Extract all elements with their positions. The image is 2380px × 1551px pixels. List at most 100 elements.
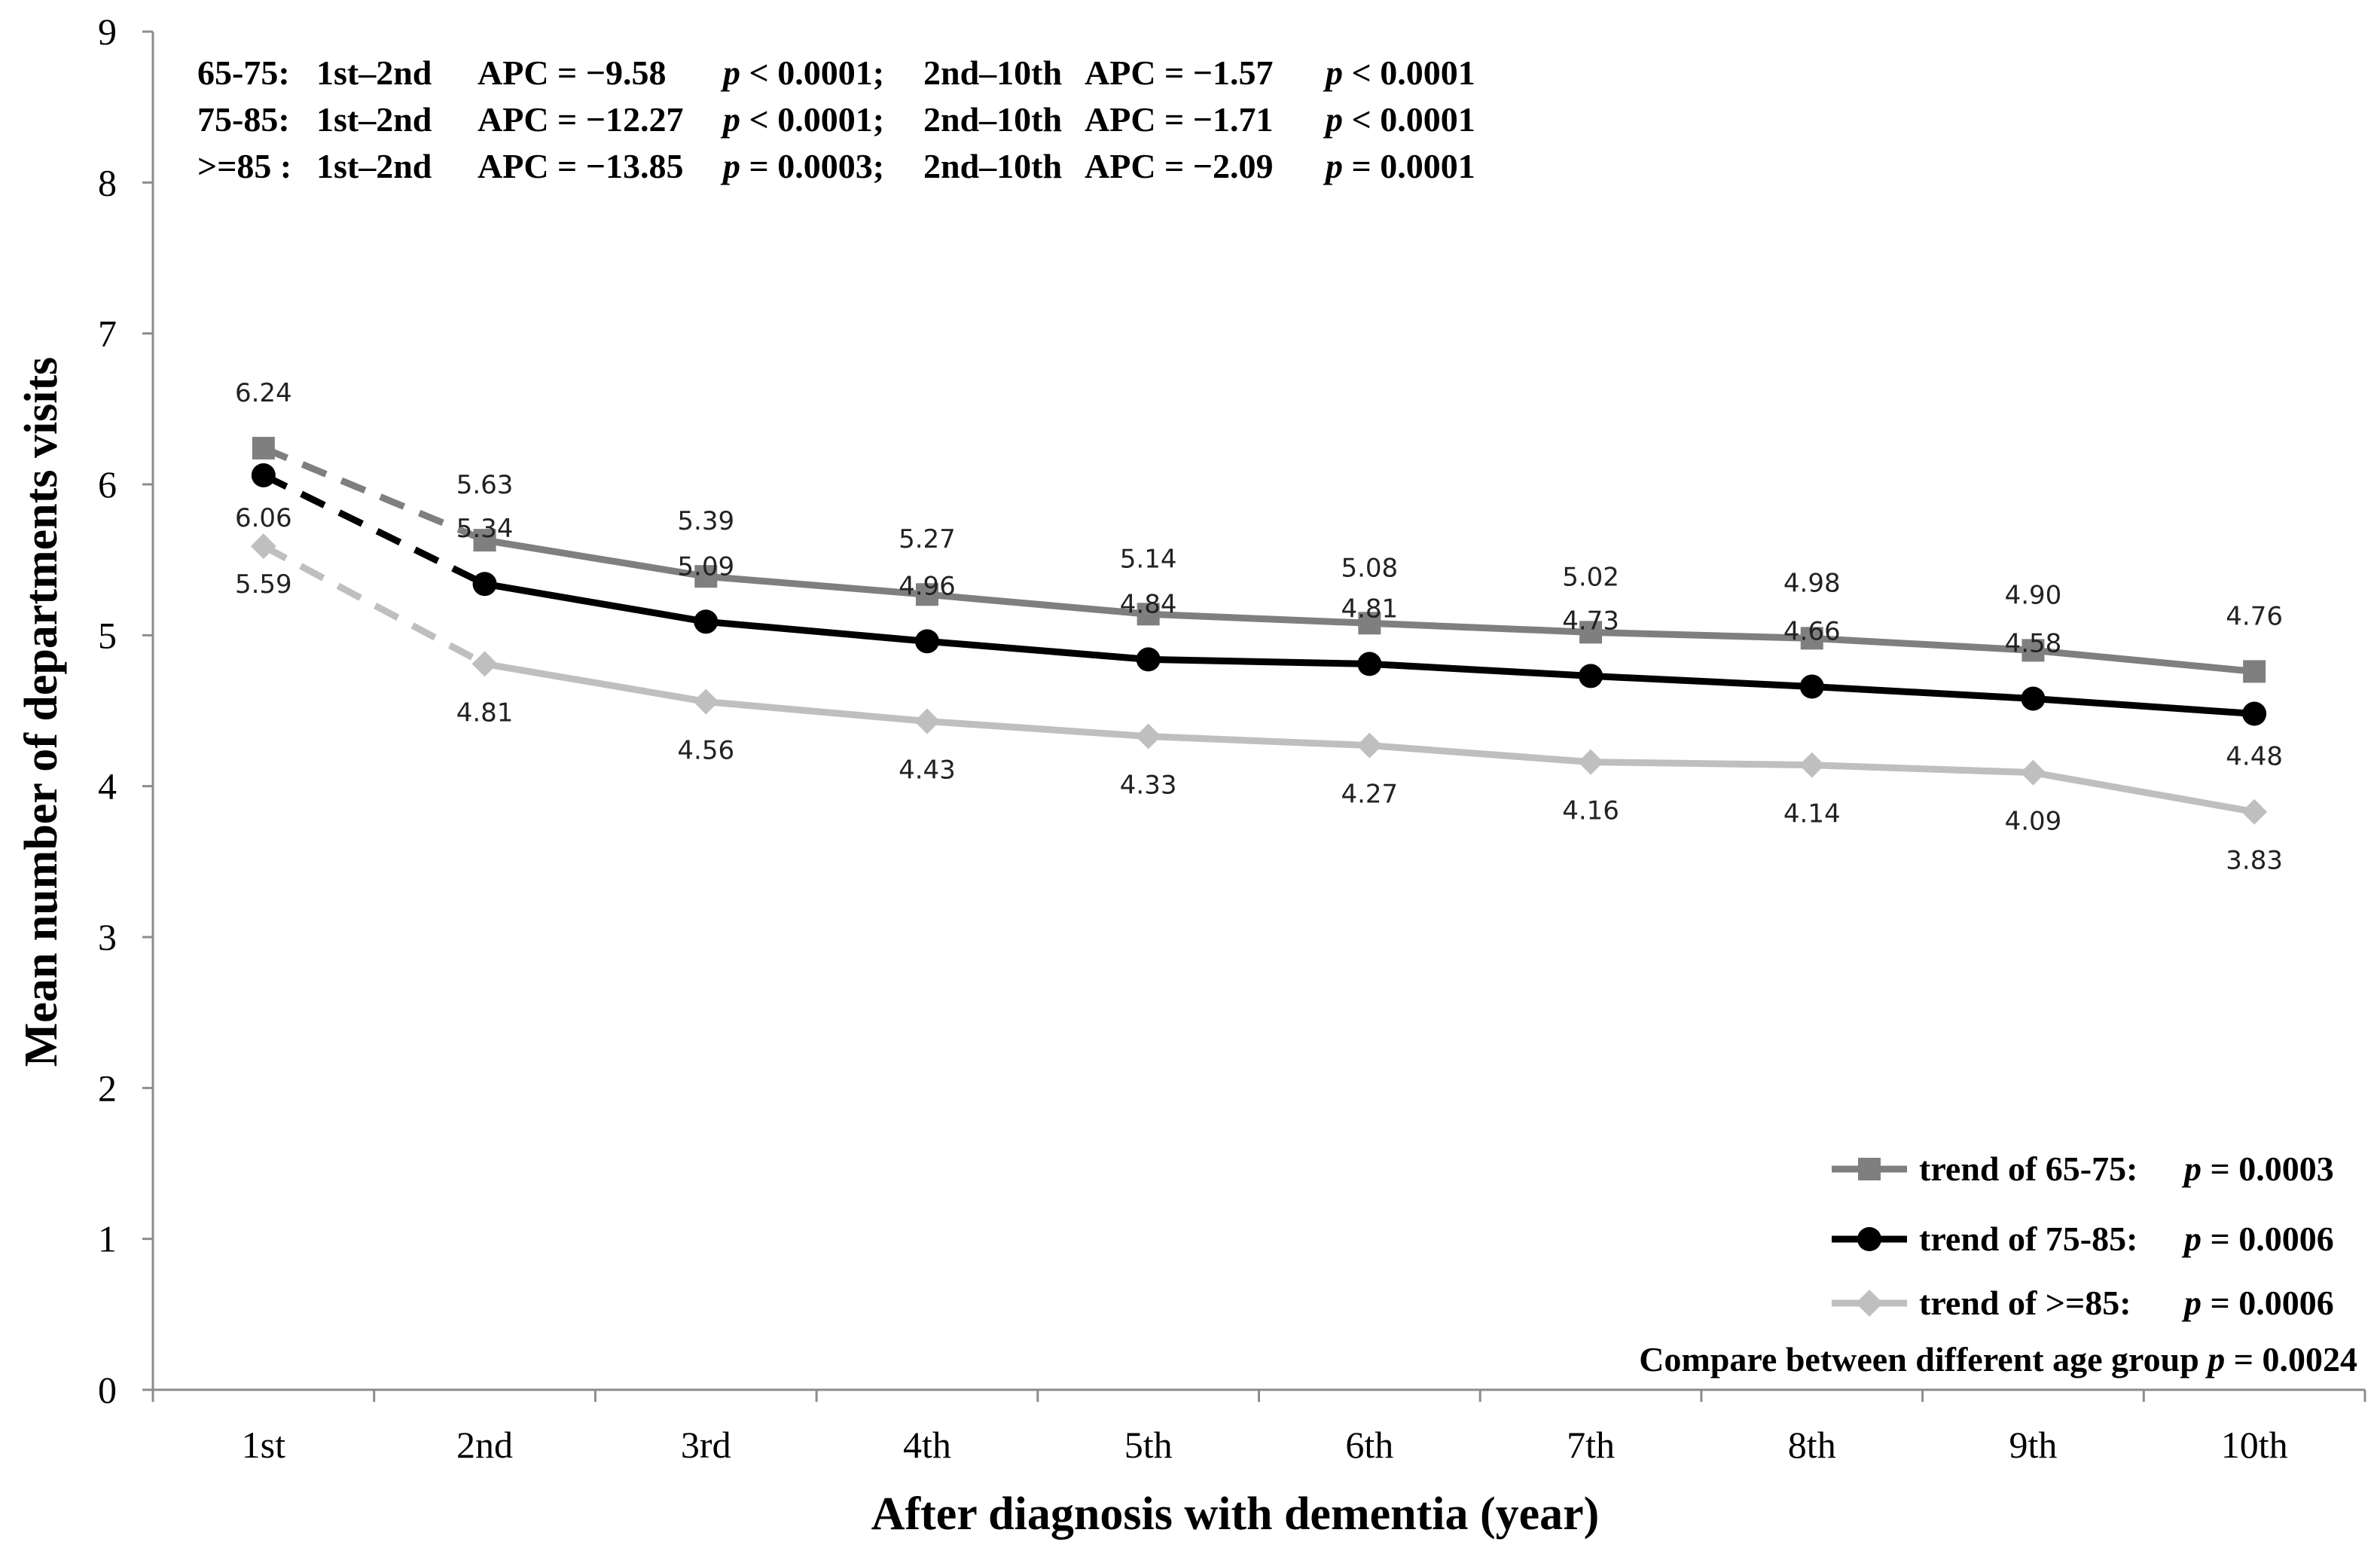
data-label: 4.73 [1562,606,1619,636]
y-ticks: 0 1 2 3 4 5 6 7 8 9 [98,11,153,1411]
data-labels: 6.24 5.63 5.39 5.27 5.14 5.08 5.02 4.98 4.90 4.76… [235,378,2283,876]
y-tick-label: 2 [98,1067,117,1109]
annotation-row-1: 65-75: 1st–2nd APC = −9.58 p < 0.0001; 2… [197,53,1475,92]
x-tick-label: 2nd [456,1424,513,1466]
legend-text-85: trend of >=85: p = 0.0006 [1919,1284,2334,1322]
point-marker [914,629,939,654]
x-tick-label: 10th [2221,1424,2288,1466]
point-marker [472,572,497,597]
data-label: 5.34 [456,514,514,544]
legend-circle-marker [1857,1227,1881,1251]
data-label: 5.59 [235,569,292,600]
point-marker [694,609,719,634]
data-label: 4.43 [899,756,956,786]
data-label: 4.09 [2005,807,2062,837]
y-tick-label: 1 [98,1218,117,1260]
data-label: 4.90 [2005,580,2062,610]
data-label: 4.84 [1120,589,1177,619]
point-marker [1137,603,1160,626]
data-label: 6.06 [235,503,292,533]
point-marker [1136,647,1161,672]
data-label: 4.81 [1341,594,1398,624]
data-label: 4.76 [2226,601,2283,631]
legend: trend of 65-75: p = 0.0003 trend of 75-8… [1639,1150,2357,1378]
data-label: 4.98 [1783,568,1841,598]
x-tick-label: 5th [1124,1424,1173,1466]
annotation-row-2: 75-85: 1st–2nd APC = −12.27 p < 0.0001; … [197,100,1475,139]
data-label: 4.56 [677,735,734,765]
point-marker [473,529,496,552]
x-tick-label: 9th [2009,1424,2057,1466]
point-marker [1800,627,1823,650]
point-marker [1578,749,1604,775]
legend-item-75-85: trend of 75-85: p = 0.0006 [1832,1220,2334,1258]
point-marker [914,708,940,734]
point-marker [1356,732,1383,759]
data-label: 4.48 [2226,742,2283,772]
data-label: 4.58 [2005,628,2062,658]
x-ticks: 1st 2nd 3rd 4th 5th 6th 7th 8th 9th 10th [151,1390,2366,1466]
point-marker [1357,652,1382,676]
y-tick-label: 7 [98,313,117,355]
segment-dashed [261,543,487,667]
y-tick-label: 4 [98,765,117,808]
series->=85 [250,533,2268,825]
data-label: 5.39 [677,506,734,536]
apc-annotations: 65-75: 1st–2nd APC = −9.58 p < 0.0001; 2… [197,53,1475,185]
x-tick-label: 8th [1788,1424,1836,1466]
point-marker [2021,639,2045,662]
data-label: 5.14 [1120,544,1177,574]
point-marker [1358,612,1381,635]
data-label: 4.66 [1783,616,1841,646]
point-marker [2242,701,2267,726]
point-marker [1135,723,1161,750]
legend-item-85: trend of >=85: p = 0.0006 [1832,1284,2334,1322]
point-marker [1799,674,1824,699]
point-marker [1799,752,1825,778]
data-label: 5.02 [1562,562,1619,592]
point-marker [693,688,719,715]
segment-dashed [262,444,487,544]
y-tick-label: 5 [98,614,117,656]
compare-groups-text: Compare between different age group p = … [1639,1340,2357,1378]
data-label: 6.24 [235,378,292,408]
data-label: 4.81 [456,698,514,728]
x-tick-label: 6th [1345,1424,1393,1466]
data-label: 4.16 [1562,796,1619,826]
point-marker [1579,664,1603,688]
data-label: 4.33 [1120,771,1177,801]
point-marker [1579,621,1603,644]
y-axis-title: Mean number of departments visits [16,357,67,1067]
legend-item-65-75: trend of 65-75: p = 0.0003 [1832,1150,2334,1188]
data-label: 4.14 [1783,799,1841,829]
point-marker [251,463,276,487]
x-tick-label: 7th [1567,1424,1615,1466]
point-marker [915,583,938,606]
data-label: 5.27 [899,524,956,554]
x-axis-title: After diagnosis with dementia (year) [871,1488,1600,1540]
segment-dashed [261,472,487,588]
y-tick-label: 8 [98,161,117,203]
point-marker [2020,759,2046,786]
series-65-75 [252,436,2266,683]
series-75-85 [251,463,2267,726]
data-label: 5.63 [456,470,514,500]
y-tick-label: 9 [98,11,117,53]
data-label: 4.96 [899,571,956,601]
data-label: 5.08 [1341,553,1398,583]
x-tick-label: 1st [242,1424,285,1466]
x-tick-label: 3rd [681,1424,731,1466]
legend-square-marker [1858,1158,1881,1180]
point-marker [252,436,275,459]
point-marker [2021,686,2046,711]
data-label: 5.09 [677,551,734,582]
x-tick-label: 4th [903,1424,951,1466]
legend-diamond-marker [1856,1290,1883,1317]
annotation-row-3: >=85 : 1st–2nd APC = −13.85 p = 0.0003; … [197,147,1475,185]
legend-text-75-85: trend of 75-85: p = 0.0006 [1919,1220,2334,1258]
series-layer [250,436,2268,825]
legend-text-65-75: trend of 65-75: p = 0.0003 [1919,1150,2334,1188]
data-label: 3.83 [2226,846,2283,876]
point-marker [694,565,718,588]
